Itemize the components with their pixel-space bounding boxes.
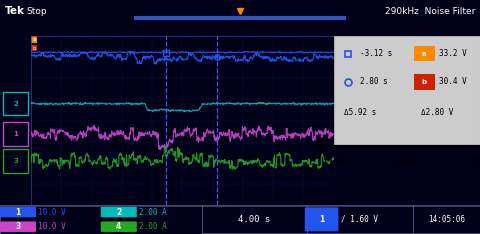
Bar — [413, 205, 480, 234]
FancyBboxPatch shape — [305, 207, 338, 231]
Text: 10.0 V: 10.0 V — [38, 222, 66, 231]
Text: a: a — [32, 37, 36, 42]
Text: Δ5.92 s: Δ5.92 s — [344, 108, 376, 117]
Text: 14:05:06: 14:05:06 — [428, 215, 465, 224]
FancyBboxPatch shape — [101, 221, 137, 232]
Text: 4: 4 — [116, 222, 121, 231]
Text: 2.00 A: 2.00 A — [139, 208, 167, 216]
Bar — [202, 205, 307, 234]
Bar — [414, 74, 434, 90]
Text: b: b — [422, 79, 427, 85]
FancyBboxPatch shape — [0, 207, 36, 217]
Text: 2: 2 — [116, 208, 121, 216]
Bar — [307, 205, 413, 234]
Text: 1: 1 — [13, 131, 18, 137]
Text: 3: 3 — [15, 222, 20, 231]
Bar — [0, 205, 202, 234]
Text: Δ2.80 V: Δ2.80 V — [421, 108, 454, 117]
Text: 290kHz  Noise Filter: 290kHz Noise Filter — [385, 7, 475, 15]
Text: Tek: Tek — [5, 6, 25, 16]
Text: 2.00 A: 2.00 A — [139, 222, 167, 231]
Text: Stop: Stop — [26, 7, 47, 15]
Text: 30.4 V: 30.4 V — [439, 77, 467, 87]
FancyBboxPatch shape — [3, 122, 28, 146]
Text: 4.00 s: 4.00 s — [238, 215, 271, 224]
Text: 2: 2 — [13, 101, 18, 107]
Bar — [31, 45, 36, 51]
Text: a: a — [422, 51, 427, 57]
Text: 3: 3 — [13, 158, 18, 164]
Text: b: b — [32, 46, 36, 51]
Text: 2.80 s: 2.80 s — [360, 77, 388, 87]
FancyBboxPatch shape — [0, 221, 36, 232]
FancyBboxPatch shape — [3, 92, 28, 115]
Text: -3.12 s: -3.12 s — [360, 49, 392, 58]
Text: / 1.60 V: / 1.60 V — [341, 215, 378, 224]
Text: 1: 1 — [15, 208, 20, 216]
Text: 1: 1 — [319, 215, 324, 224]
Text: 10.0 V: 10.0 V — [38, 208, 66, 216]
FancyBboxPatch shape — [3, 149, 28, 173]
Bar — [31, 36, 36, 43]
Text: 33.2 V: 33.2 V — [439, 49, 467, 58]
FancyBboxPatch shape — [101, 207, 137, 217]
Bar — [414, 46, 434, 61]
